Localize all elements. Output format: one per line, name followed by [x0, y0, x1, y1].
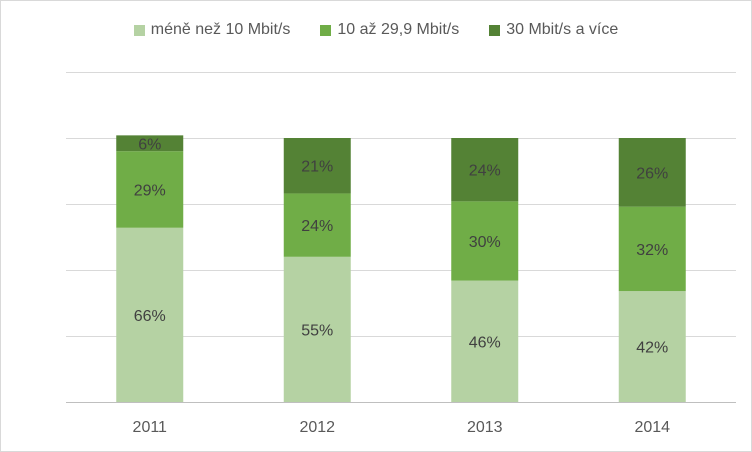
data-label-2013-series-2: 24% — [469, 163, 501, 180]
legend-item-medium: 10 až 29,9 Mbit/s — [320, 21, 459, 39]
legend-swatch-slow — [133, 24, 145, 36]
x-tick-label-2011: 2011 — [133, 419, 168, 436]
bar-segment-2013-series-1 — [451, 201, 519, 281]
x-tick-label-2014: 2014 — [634, 419, 670, 436]
bar-segment-2014-series-2 — [618, 138, 686, 207]
legend-label-slow: méně než 10 Mbit/s — [150, 21, 291, 38]
data-label-2013-series-1: 30% — [469, 234, 501, 251]
bar-segment-2012-series-0 — [283, 256, 351, 402]
x-tick-label-2013: 2013 — [467, 419, 503, 436]
data-label-2011-series-1: 29% — [134, 182, 166, 199]
data-label-2012-series-2: 21% — [301, 159, 333, 176]
legend-item-fast: 30 Mbit/s a více — [489, 21, 618, 39]
bar-segment-2011-series-0 — [116, 227, 184, 402]
data-label-2012-series-0: 55% — [301, 322, 333, 339]
legend: méně než 10 Mbit/s 10 až 29,9 Mbit/s 30 … — [0, 18, 752, 42]
bar-segment-2011-series-1 — [116, 151, 184, 228]
legend-label-medium: 10 až 29,9 Mbit/s — [337, 21, 460, 38]
data-label-2011-series-2: 6% — [138, 136, 161, 153]
bar-segment-2012-series-1 — [283, 193, 351, 257]
bar-segment-2012-series-2 — [283, 138, 351, 194]
data-label-2012-series-1: 24% — [301, 218, 333, 235]
legend-swatch-fast — [489, 24, 501, 36]
data-label-2014-series-0: 42% — [636, 340, 668, 357]
legend-label-fast: 30 Mbit/s a více — [506, 21, 619, 38]
data-label-2011-series-0: 66% — [134, 308, 166, 325]
bar-segment-2011-series-2 — [116, 135, 184, 152]
data-label-2014-series-2: 26% — [636, 165, 668, 182]
x-tick-label-2012: 2012 — [299, 419, 335, 436]
bar-segment-2014-series-1 — [618, 206, 686, 292]
bar-segment-2014-series-0 — [618, 291, 686, 402]
legend-item-slow: méně než 10 Mbit/s — [133, 21, 291, 39]
data-label-2014-series-1: 32% — [636, 242, 668, 259]
bar-segment-2013-series-2 — [451, 138, 519, 202]
data-label-2013-series-0: 46% — [469, 334, 501, 351]
legend-swatch-medium — [320, 24, 332, 36]
bar-segment-2013-series-0 — [451, 280, 519, 402]
